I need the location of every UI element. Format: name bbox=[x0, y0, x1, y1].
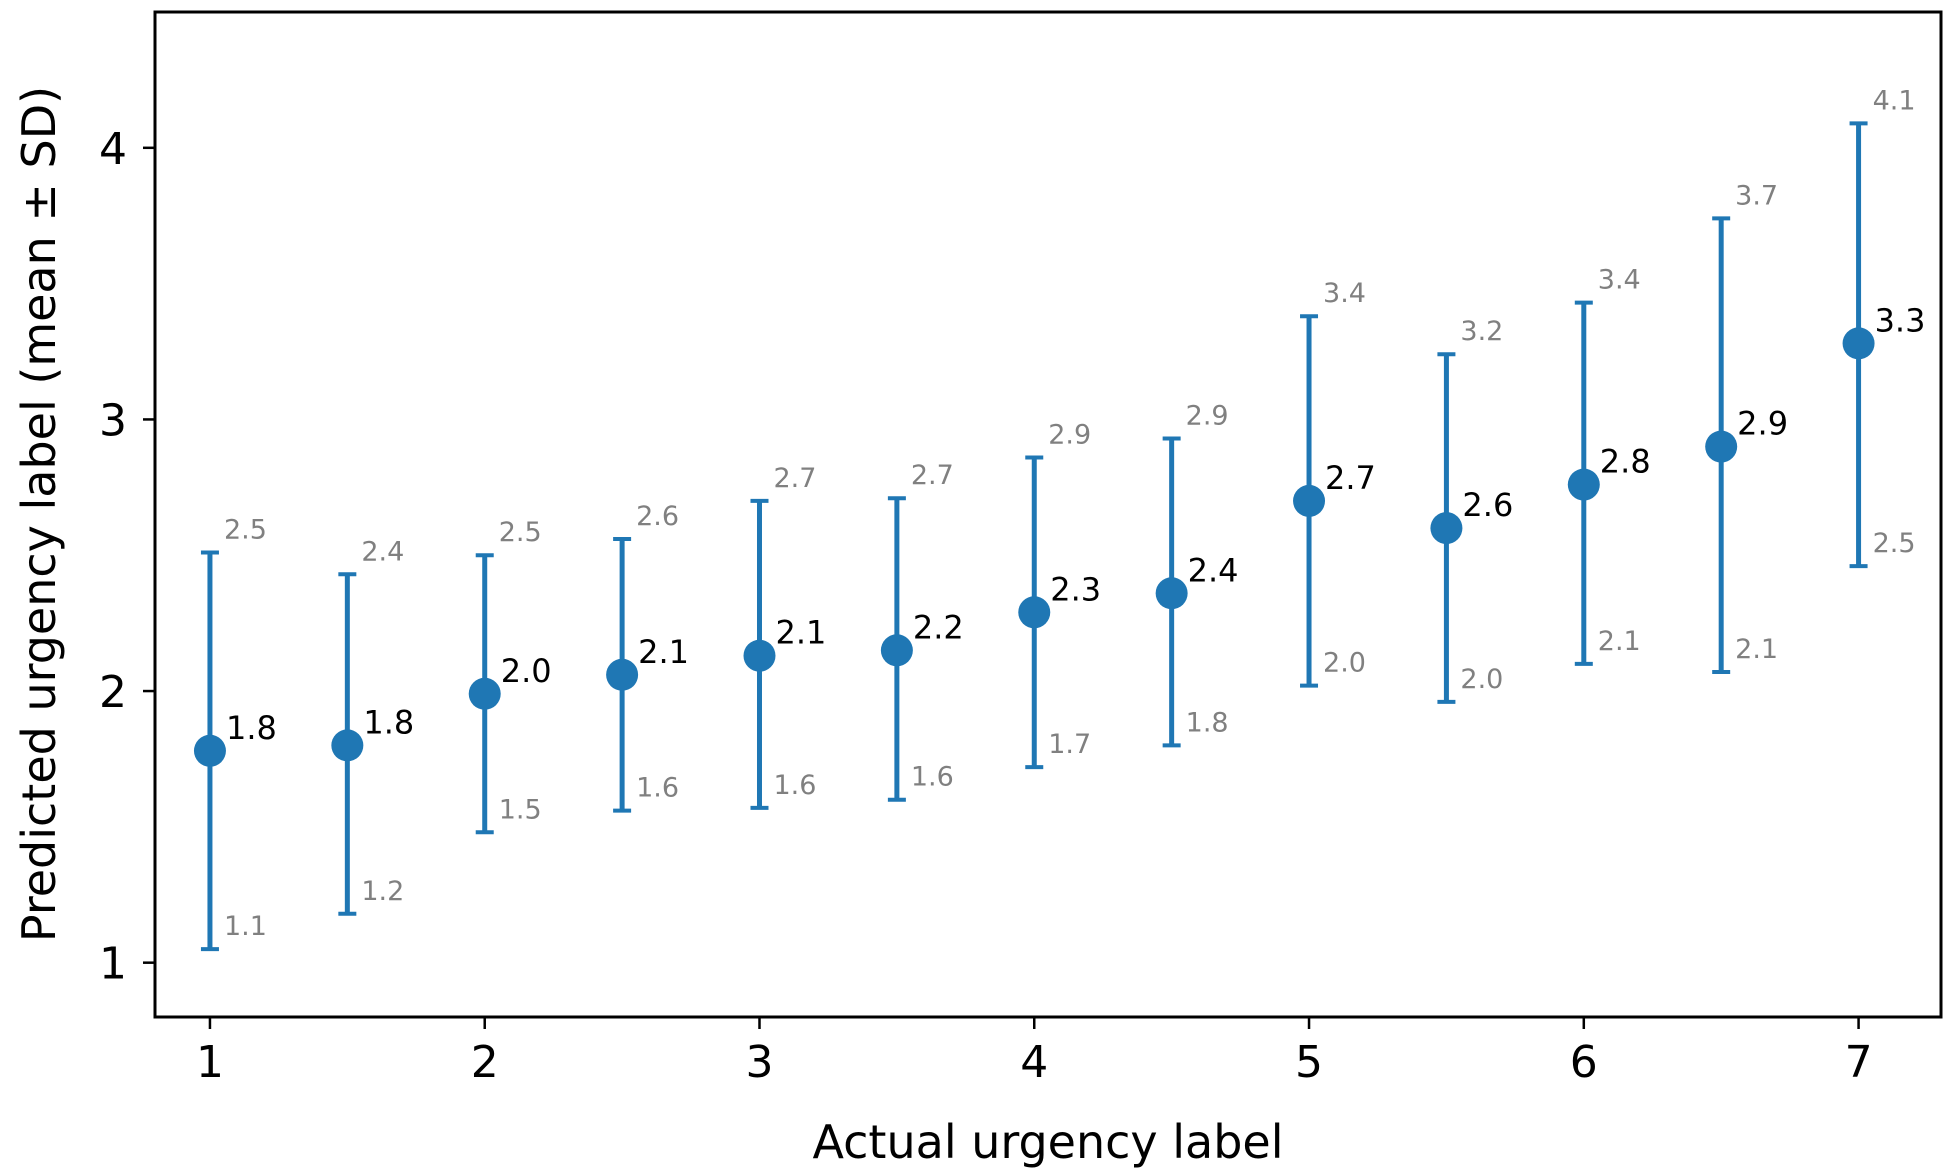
lower-bound-label: 2.1 bbox=[1735, 634, 1778, 665]
upper-bound-label: 2.4 bbox=[361, 536, 404, 567]
mean-value-label: 2.1 bbox=[638, 633, 689, 671]
y-axis-label: Predicted urgency label (mean ± SD) bbox=[12, 86, 66, 942]
mean-value-label: 2.0 bbox=[501, 652, 552, 690]
mean-marker bbox=[468, 677, 501, 710]
y-tick-label: 1 bbox=[99, 939, 127, 990]
mean-value-label: 2.7 bbox=[1325, 459, 1376, 497]
lower-bound-label: 1.8 bbox=[1186, 707, 1229, 738]
mean-marker bbox=[743, 639, 776, 672]
lower-bound-label: 1.7 bbox=[1048, 729, 1091, 760]
mean-marker bbox=[1293, 484, 1326, 517]
x-tick-label: 5 bbox=[1295, 1037, 1323, 1088]
lower-bound-label: 1.5 bbox=[499, 794, 542, 825]
mean-value-label: 2.6 bbox=[1462, 486, 1513, 524]
plot-frame bbox=[153, 10, 1943, 1019]
y-tick-label: 2 bbox=[99, 667, 127, 718]
upper-bound-label: 3.4 bbox=[1323, 278, 1366, 309]
mean-value-label: 2.8 bbox=[1600, 443, 1651, 481]
upper-bound-label: 3.4 bbox=[1598, 265, 1641, 296]
mean-marker bbox=[606, 658, 639, 691]
lower-bound-label: 2.1 bbox=[1598, 626, 1641, 657]
mean-value-label: 3.3 bbox=[1875, 301, 1926, 339]
lower-bound-label: 2.0 bbox=[1323, 648, 1366, 679]
y-tick-label: 3 bbox=[99, 395, 127, 446]
mean-marker bbox=[1705, 430, 1738, 463]
mean-marker bbox=[1842, 327, 1875, 360]
mean-value-label: 1.8 bbox=[226, 709, 277, 747]
mean-marker bbox=[1018, 596, 1051, 629]
mean-marker bbox=[331, 729, 364, 762]
x-tick-label: 3 bbox=[745, 1037, 773, 1088]
lower-bound-label: 1.6 bbox=[636, 773, 679, 804]
upper-bound-label: 2.7 bbox=[773, 463, 816, 494]
upper-bound-label: 2.9 bbox=[1048, 419, 1091, 450]
mean-value-label: 2.3 bbox=[1050, 570, 1101, 608]
plot-layer: 1.8 2.5 1.1 1.8 2.4 1.2 2.0 2.5 1.5 2.1 2.6 1.6 2.1 2… bbox=[193, 85, 1926, 952]
x-tick-label: 1 bbox=[196, 1037, 224, 1088]
lower-bound-label: 1.6 bbox=[911, 762, 954, 793]
lower-bound-label: 1.1 bbox=[224, 911, 267, 942]
x-tick-label: 4 bbox=[1020, 1037, 1048, 1088]
x-tick-label: 2 bbox=[471, 1037, 499, 1088]
upper-bound-label: 3.7 bbox=[1735, 180, 1778, 211]
upper-bound-label: 2.5 bbox=[499, 517, 542, 548]
mean-marker bbox=[1430, 512, 1463, 545]
mean-value-label: 2.2 bbox=[913, 608, 964, 646]
mean-marker bbox=[193, 734, 226, 767]
mean-value-label: 2.4 bbox=[1188, 551, 1239, 589]
mean-marker bbox=[1155, 577, 1188, 610]
upper-bound-label: 4.1 bbox=[1873, 85, 1916, 116]
lower-bound-label: 2.5 bbox=[1873, 528, 1916, 559]
upper-bound-label: 2.7 bbox=[911, 460, 954, 491]
mean-value-label: 2.9 bbox=[1737, 405, 1788, 443]
x-tick-label: 7 bbox=[1845, 1037, 1873, 1088]
y-tick-label: 4 bbox=[99, 124, 127, 175]
upper-bound-label: 3.2 bbox=[1460, 316, 1503, 347]
upper-bound-label: 2.5 bbox=[224, 515, 267, 546]
lower-bound-label: 1.2 bbox=[361, 876, 404, 907]
x-tick-label: 6 bbox=[1570, 1037, 1598, 1088]
mean-value-label: 2.1 bbox=[775, 614, 826, 652]
lower-bound-label: 1.6 bbox=[773, 770, 816, 801]
mean-marker bbox=[880, 634, 913, 667]
mean-marker bbox=[1567, 468, 1600, 501]
upper-bound-label: 2.6 bbox=[636, 501, 679, 532]
mean-value-label: 1.8 bbox=[363, 703, 414, 741]
x-axis-label: Actual urgency label bbox=[812, 1115, 1283, 1169]
tick-layer: 1 2 3 4 5 6 7 1 2 3 4 bbox=[99, 124, 1873, 1088]
lower-bound-label: 2.0 bbox=[1460, 664, 1503, 695]
upper-bound-label: 2.9 bbox=[1186, 400, 1229, 431]
